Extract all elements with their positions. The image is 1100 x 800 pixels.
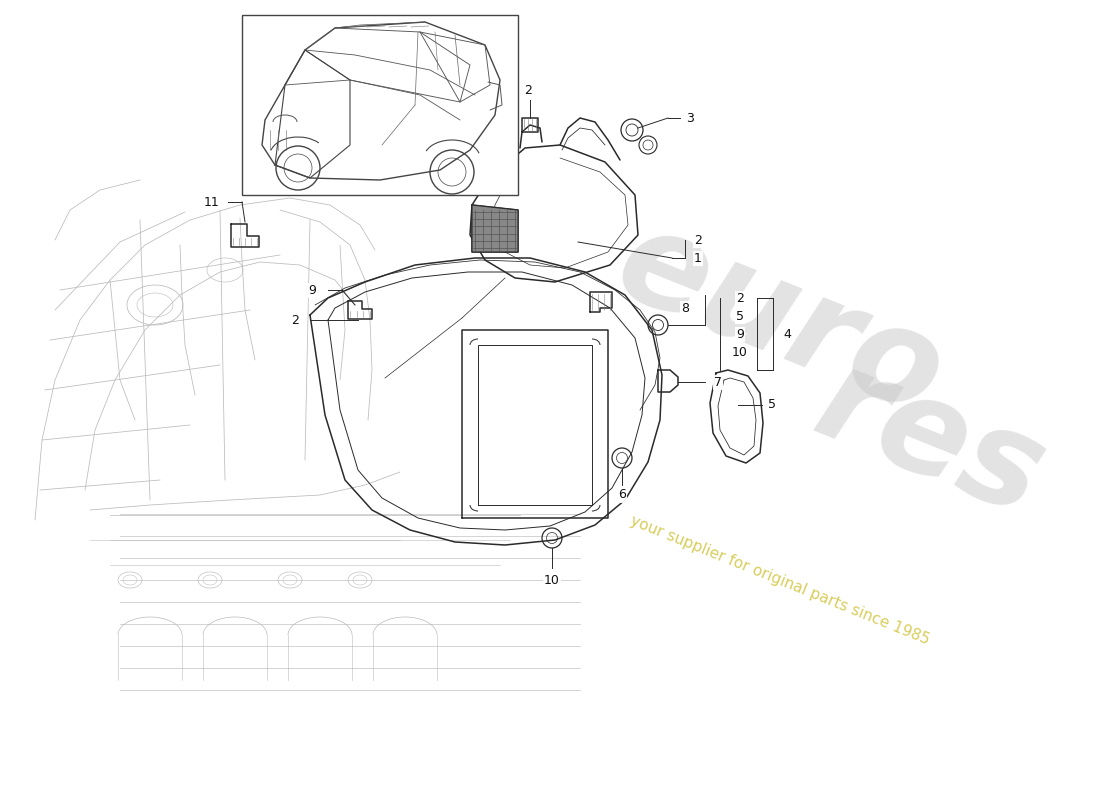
Text: 10: 10: [544, 574, 560, 586]
Text: euro: euro: [598, 198, 961, 442]
Text: res: res: [799, 338, 1062, 542]
Text: 5: 5: [736, 310, 744, 322]
Text: 2: 2: [524, 83, 532, 97]
Text: 2: 2: [736, 291, 744, 305]
Text: 1: 1: [694, 251, 702, 265]
Text: 3: 3: [686, 111, 694, 125]
Text: 9: 9: [736, 327, 744, 341]
Text: 5: 5: [768, 398, 776, 411]
Text: 10: 10: [733, 346, 748, 358]
Text: 11: 11: [205, 195, 220, 209]
Text: your supplier for original parts since 1985: your supplier for original parts since 1…: [628, 513, 932, 647]
Text: 8: 8: [681, 302, 689, 314]
Polygon shape: [472, 205, 518, 252]
Text: 6: 6: [618, 489, 626, 502]
Bar: [242, 15, 518, 195]
Text: 2: 2: [694, 234, 702, 246]
Text: 4: 4: [783, 327, 791, 341]
Text: 9: 9: [308, 283, 316, 297]
Text: 2: 2: [292, 314, 299, 326]
Text: 7: 7: [714, 375, 722, 389]
